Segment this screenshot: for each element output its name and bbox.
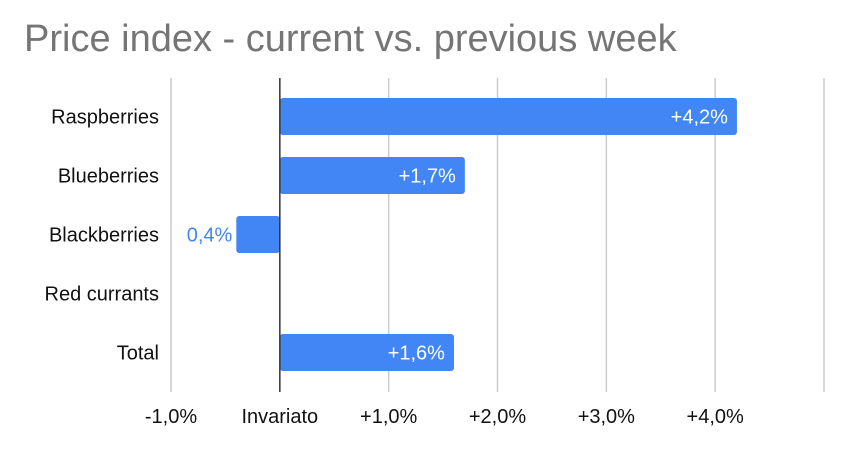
x-tick-label: +2,0% [469,406,526,428]
x-tick-label: +1,0% [360,406,417,428]
x-tick-label: -1,0% [145,406,197,428]
data-label: +1,6% [388,343,445,365]
data-label: 0,4% [187,225,233,247]
bar [279,334,454,371]
category-label: Red currants [45,284,160,306]
category-label: Raspberries [51,107,159,129]
data-label: +4,2% [671,107,728,129]
x-tick-label: Invariato [241,406,318,428]
category-label: Blueberries [58,166,159,188]
category-label: Total [117,343,159,365]
x-tick-label: +4,0% [687,406,744,428]
bar [236,216,280,253]
bar [279,157,465,194]
chart-title: Price index - current vs. previous week [24,18,677,60]
category-label: Blackberries [49,225,159,247]
data-label: +1,7% [399,166,456,188]
x-tick-label: +3,0% [578,406,635,428]
bar [279,98,737,135]
